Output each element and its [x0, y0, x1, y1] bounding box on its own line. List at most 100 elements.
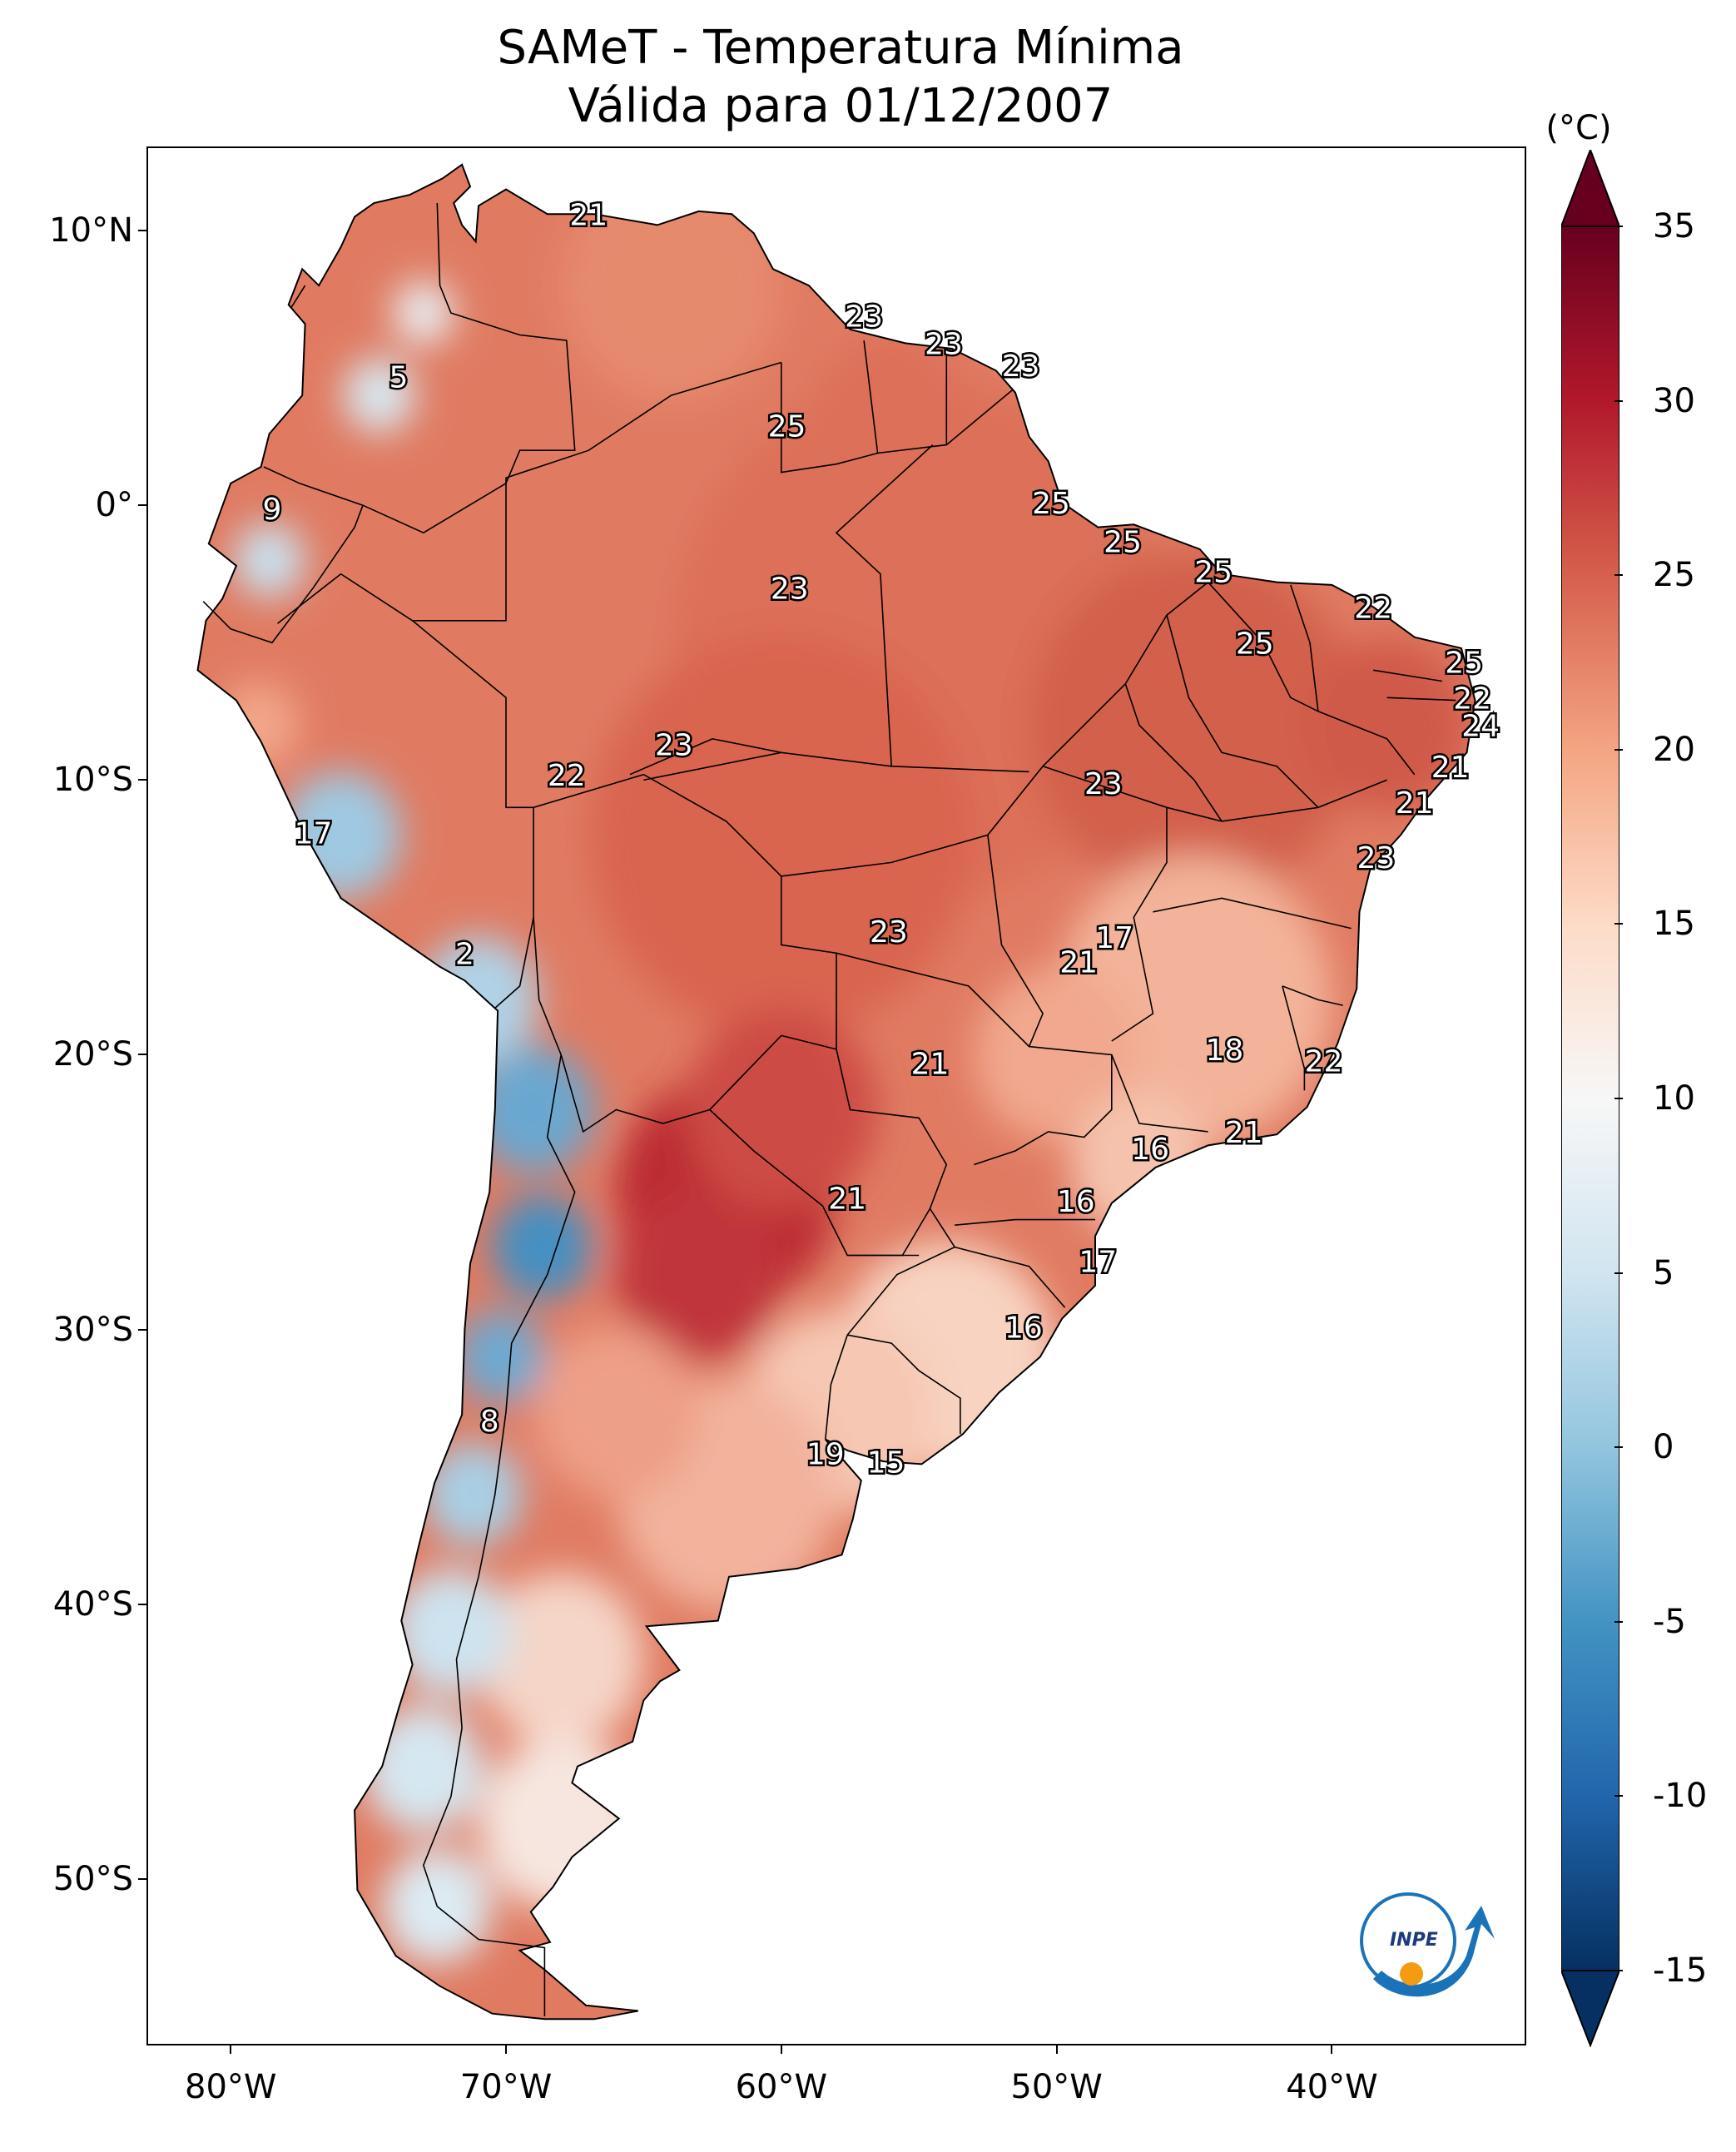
temperature-patch: [685, 1008, 878, 1212]
station-value-label: 25: [1032, 487, 1070, 521]
temperature-patch: [492, 1195, 592, 1300]
colorbar-max-extend: [1561, 150, 1619, 227]
latitude-tick-mark: [138, 1603, 146, 1605]
border-line: [955, 1218, 1095, 1226]
map-title-line1: SAMeT - Temperatura Mínima: [497, 21, 1184, 75]
temperature-patch: [343, 357, 415, 434]
colorbar-tick-mark: [1614, 399, 1623, 402]
longitude-tick-label: 80°W: [185, 2068, 277, 2106]
border-line: [290, 285, 306, 308]
border-line: [709, 1108, 931, 1257]
temperature-patch: [1029, 551, 1360, 899]
temperature-patch: [1304, 638, 1470, 812]
temperature-patch: [390, 1568, 512, 1696]
latitude-tick-mark: [138, 1877, 146, 1880]
station-value-label: 21: [1431, 751, 1470, 785]
station-value-label: 16: [1004, 1312, 1043, 1346]
longitude-tick-label: 60°W: [735, 2068, 828, 2106]
colorbar-tick-mark: [1614, 748, 1623, 751]
station-value-label: 23: [771, 573, 809, 607]
station-value-label: 22: [1354, 592, 1392, 626]
border-line: [835, 444, 934, 766]
temperature-patch: [533, 1325, 699, 1499]
station-value-label: 2: [455, 938, 474, 972]
station-value-label: 17: [295, 816, 333, 850]
longitude-tick-mark: [780, 2045, 782, 2054]
border-line: [1386, 697, 1456, 702]
station-value-label: 8: [480, 1405, 499, 1439]
station-value-label: 5: [389, 360, 409, 394]
latitude-tick-mark: [138, 230, 146, 232]
station-value-label: 23: [1002, 350, 1040, 384]
border-line: [1372, 669, 1442, 682]
station-value-label: 23: [1084, 767, 1123, 801]
station-value-label: 22: [1305, 1044, 1343, 1078]
logo-text: INPE: [1390, 1930, 1438, 1951]
station-value-label: 17: [1095, 921, 1133, 955]
border-line: [202, 466, 365, 644]
colorbar-tick-label: -10: [1653, 1777, 1708, 1816]
longitude-tick-mark: [1331, 2045, 1333, 2054]
longitude-tick-mark: [505, 2045, 508, 2054]
station-value-label: 23: [845, 300, 883, 335]
station-value-label: 17: [1079, 1245, 1117, 1279]
colorbar-unit: (°C): [1545, 109, 1612, 147]
station-value-label: 21: [569, 199, 608, 233]
station-value-label: 16: [1131, 1133, 1169, 1167]
colorbar: [1561, 150, 1619, 2047]
border-line: [974, 1054, 1113, 1166]
border-line: [362, 202, 576, 534]
longitude-tick-label: 40°W: [1286, 2068, 1378, 2106]
border-line: [836, 952, 1208, 1133]
temperature-patch: [616, 1188, 781, 1361]
temperature-patch: [423, 1442, 523, 1547]
latitude-tick-mark: [138, 1054, 146, 1056]
border-line: [422, 1054, 576, 2016]
station-value-label: 15: [867, 1445, 905, 1480]
border-line: [863, 340, 879, 454]
station-value-label: 25: [1236, 627, 1274, 662]
longitude-tick-label: 50°W: [1010, 2068, 1103, 2106]
border-line: [494, 917, 534, 1009]
station-value-label: 21: [911, 1048, 950, 1082]
station-value-label: 22: [1453, 682, 1491, 717]
temperature-patch: [974, 968, 1139, 1142]
latitude-tick-label: 50°S: [52, 1859, 133, 1898]
station-value-label: 23: [655, 729, 693, 763]
temperature-patch: [473, 1046, 594, 1173]
station-value-label: 21: [1396, 786, 1434, 821]
border-line: [1282, 985, 1343, 1006]
colorbar-tick-mark: [1614, 1620, 1623, 1623]
colorbar-tick-mark: [1614, 1970, 1623, 1971]
border-line: [825, 1334, 848, 1440]
station-value-label: 23: [870, 915, 908, 950]
station-value-label: 24: [1461, 710, 1500, 744]
station-value-label: 21: [1059, 946, 1098, 980]
latitude-tick-label: 40°S: [52, 1584, 133, 1624]
land-temperature-field: [196, 163, 1476, 2021]
station-value-label: 18: [1205, 1034, 1243, 1068]
border-line: [1042, 766, 1168, 1042]
temperature-patch: [479, 1572, 644, 1746]
station-value-label: 25: [1104, 525, 1142, 559]
station-value-label: 25: [1445, 647, 1483, 681]
station-value-label: 25: [768, 410, 806, 444]
latitude-tick-label: 20°S: [52, 1035, 133, 1074]
longitude-tick-mark: [1055, 2045, 1058, 2054]
colorbar-tick-mark: [1614, 226, 1623, 227]
border-line: [1166, 614, 1319, 808]
border-line: [847, 1334, 961, 1435]
border-line: [412, 361, 782, 622]
latitude-tick-label: 10°N: [49, 211, 133, 250]
colorbar-tick-label: 10: [1653, 1079, 1695, 1118]
station-value-label: 23: [1357, 841, 1395, 875]
temperature-patch: [363, 1705, 484, 1833]
station-value-label: 9: [262, 493, 281, 527]
border-line: [1153, 897, 1352, 930]
station-value-label: 22: [548, 759, 586, 793]
colorbar-gradient: [1561, 226, 1619, 1971]
longitude-tick-mark: [230, 2045, 232, 2054]
colorbar-tick-label: 35: [1653, 207, 1695, 245]
longitude-tick-label: 70°W: [459, 2068, 553, 2106]
